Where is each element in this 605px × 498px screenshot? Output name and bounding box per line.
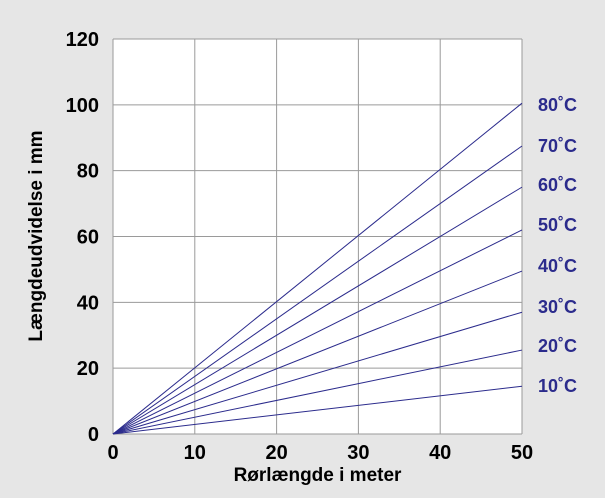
series-label: 50˚C bbox=[538, 215, 577, 235]
series-label: 40˚C bbox=[538, 256, 577, 276]
series-line bbox=[112, 385, 523, 435]
series-line bbox=[112, 311, 523, 435]
x-tick-label: 50 bbox=[511, 442, 533, 464]
series-lines bbox=[112, 102, 523, 435]
x-tick-label: 30 bbox=[347, 442, 369, 464]
series-line bbox=[112, 349, 523, 435]
grid bbox=[112, 38, 523, 435]
y-tick-label: 0 bbox=[88, 424, 99, 446]
series-label: 20˚C bbox=[538, 336, 577, 356]
series-label: 30˚C bbox=[538, 297, 577, 317]
y-tick-label: 80 bbox=[77, 161, 99, 183]
series-line bbox=[112, 102, 523, 435]
x-tick-label: 10 bbox=[184, 442, 206, 464]
y-axis-label: Længdeudvidelse i mm bbox=[26, 130, 47, 341]
series-line bbox=[112, 145, 523, 435]
series-label: 10˚C bbox=[538, 376, 577, 396]
series-label: 80˚C bbox=[538, 95, 577, 115]
series-labels: 80˚C 70˚C 60˚C 50˚C 40˚C 30˚C 20˚C 10˚C bbox=[538, 95, 577, 396]
series-line bbox=[112, 229, 523, 435]
series-line bbox=[112, 270, 523, 435]
series-label: 70˚C bbox=[538, 136, 577, 156]
y-tick-label: 40 bbox=[77, 292, 99, 314]
y-tick-label: 100 bbox=[66, 95, 99, 117]
x-tick-label: 40 bbox=[429, 442, 451, 464]
series-line bbox=[112, 186, 523, 435]
y-axis-ticks: 0 20 40 60 80 100 120 bbox=[66, 29, 99, 446]
x-tick-label: 0 bbox=[107, 442, 118, 464]
y-tick-label: 120 bbox=[66, 29, 99, 51]
y-tick-label: 60 bbox=[77, 227, 99, 249]
x-tick-label: 20 bbox=[265, 442, 287, 464]
series-label: 60˚C bbox=[538, 175, 577, 195]
x-axis-label: Rørlængde i meter bbox=[234, 465, 402, 486]
y-tick-label: 20 bbox=[77, 358, 99, 380]
x-axis-ticks: 0 10 20 30 40 50 bbox=[107, 442, 533, 464]
